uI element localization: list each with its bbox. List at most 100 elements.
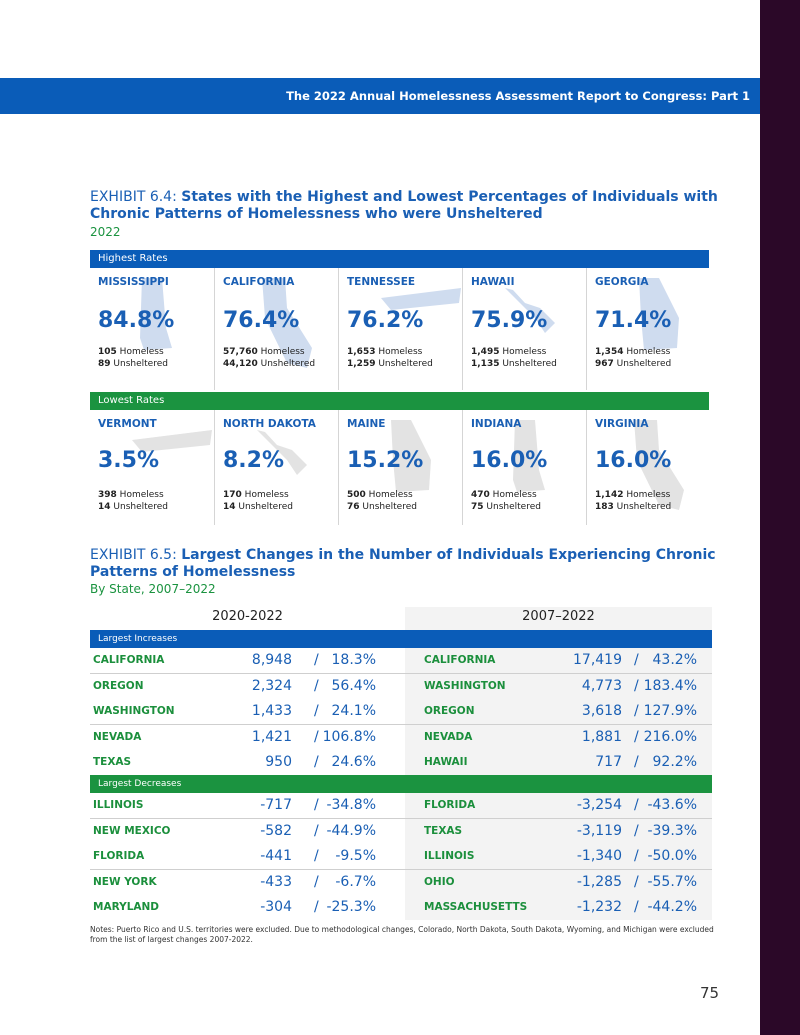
percent: 24.6% <box>331 754 376 770</box>
state-name: NEW MEXICO <box>93 824 171 837</box>
count: 4,773 <box>581 677 622 694</box>
count: 75 <box>471 502 484 512</box>
state-silhouette <box>513 420 545 492</box>
state-silhouette <box>505 288 555 333</box>
table-cell: WASHINGTON 4,773 /183.4% <box>405 673 712 700</box>
state-card: HAWAII 75.9% 1,495 Homeless 1,135 Unshelter… <box>462 268 586 390</box>
count: 44,120 <box>223 359 258 369</box>
count: 57,760 <box>223 347 258 357</box>
separator: / <box>634 728 639 745</box>
state-card: NORTH DAKOTA 8.2% 170 Homeless 14 Unshelter… <box>214 410 338 525</box>
count: -582 <box>260 822 292 839</box>
count: -1,340 <box>576 848 622 864</box>
state-silhouette <box>391 420 431 492</box>
separator: / <box>314 677 319 694</box>
state-shape <box>391 420 431 492</box>
count: -433 <box>260 873 292 890</box>
percent: -39.3% <box>647 822 697 839</box>
separator: / <box>314 652 319 668</box>
count-label: Unsheltered <box>113 359 168 369</box>
group-bar: Highest Rates <box>90 250 709 268</box>
state-name: NEW YORK <box>93 875 157 888</box>
table-cell: MARYLAND -304 / -25.3% <box>90 895 405 920</box>
count: 967 <box>595 359 614 369</box>
page-number: 75 <box>700 984 720 1002</box>
table-cell: MASSACHUSETTS -1,232 / -44.2% <box>405 895 712 920</box>
unsheltered-line: 1,259 Unsheltered <box>347 358 433 370</box>
state-name: GEORGIA <box>595 276 649 288</box>
count: 950 <box>265 754 292 770</box>
state-name: VIRGINIA <box>595 418 649 430</box>
separator: / <box>634 754 639 770</box>
homeless-line: 105 Homeless <box>98 346 164 358</box>
table-cell: NEVADA 1,881 /216.0% <box>405 724 712 751</box>
separator: / <box>314 822 319 839</box>
header-shade <box>405 607 712 630</box>
percent: -50.0% <box>647 848 697 864</box>
state-name: ILLINOIS <box>93 799 144 811</box>
count-label: Homeless <box>119 347 164 357</box>
count: 1,653 <box>347 347 376 357</box>
state-name: FLORIDA <box>424 799 476 811</box>
count-label: Homeless <box>368 490 413 500</box>
separator: / <box>634 899 639 915</box>
percent: -9.5% <box>335 848 376 864</box>
state-rate: 76.2% <box>347 308 424 333</box>
separator: / <box>634 652 639 668</box>
state-shape <box>140 278 172 350</box>
count: 1,421 <box>251 728 292 745</box>
separator: / <box>314 797 319 813</box>
homeless-line: 57,760 Homeless <box>223 346 305 358</box>
state-name: CALIFORNIA <box>223 276 295 288</box>
state-card: INDIANA 16.0% 470 Homeless 75 Unsheltered <box>462 410 586 525</box>
state-rate: 84.8% <box>98 308 175 333</box>
state-rate: 75.9% <box>471 308 548 333</box>
state-silhouette <box>132 430 212 452</box>
count: 1,354 <box>595 347 624 357</box>
state-card: CALIFORNIA 76.4% 57,760 Homeless 44,120 Uns… <box>214 268 338 390</box>
state-rate: 15.2% <box>347 448 424 473</box>
section-bar: Largest Decreases <box>90 775 712 793</box>
state-card: TENNESSEE 76.2% 1,653 Homeless 1,259 Unshel… <box>338 268 462 390</box>
state-shape <box>262 278 312 368</box>
homeless-line: 170 Homeless <box>223 489 289 501</box>
state-card: VERMONT 3.5% 398 Homeless 14 Unsheltered <box>90 410 214 525</box>
unsheltered-line: 1,135 Unsheltered <box>471 358 557 370</box>
exhibit-heading: Largest Changes in the Number of Individ… <box>90 547 716 580</box>
count-label: Homeless <box>244 490 289 500</box>
count: 14 <box>98 502 111 512</box>
state-silhouette <box>639 278 679 350</box>
section-bar: Largest Increases <box>90 630 712 648</box>
separator: / <box>634 797 639 813</box>
homeless-line: 500 Homeless <box>347 489 413 501</box>
count-label: Unsheltered <box>616 359 672 369</box>
count: 76 <box>347 502 360 512</box>
table-cell: CALIFORNIA 17,419 / 43.2% <box>405 648 712 674</box>
count: 2,324 <box>251 677 292 694</box>
state-name: INDIANA <box>471 418 522 430</box>
state-name: NEVADA <box>93 730 142 743</box>
percent: 183.4% <box>643 677 697 694</box>
table-cell: NEW YORK -433 / -6.7% <box>90 869 405 896</box>
count: 398 <box>98 490 117 500</box>
state-rate: 8.2% <box>223 448 285 473</box>
count: 717 <box>595 754 622 770</box>
state-shape <box>513 420 545 492</box>
count: 8,948 <box>251 652 292 668</box>
state-card: MAINE 15.2% 500 Homeless 76 Unsheltered <box>338 410 462 525</box>
count: 470 <box>471 490 490 500</box>
separator: / <box>314 848 319 864</box>
percent: -6.7% <box>335 873 376 890</box>
table-cell: OHIO -1,285 / -55.7% <box>405 869 712 896</box>
state-name: FLORIDA <box>93 850 145 862</box>
table-cell: TEXAS 950 / 24.6% <box>90 750 405 775</box>
percent: -43.6% <box>647 797 697 813</box>
state-name: OHIO <box>424 875 455 888</box>
separator: / <box>634 848 639 864</box>
state-name: OREGON <box>93 679 144 692</box>
homeless-line: 1,354 Homeless <box>595 346 670 358</box>
count-label: Homeless <box>378 347 423 357</box>
percent: 92.2% <box>652 754 697 770</box>
table-cell: WASHINGTON 1,433 / 24.1% <box>90 699 405 725</box>
